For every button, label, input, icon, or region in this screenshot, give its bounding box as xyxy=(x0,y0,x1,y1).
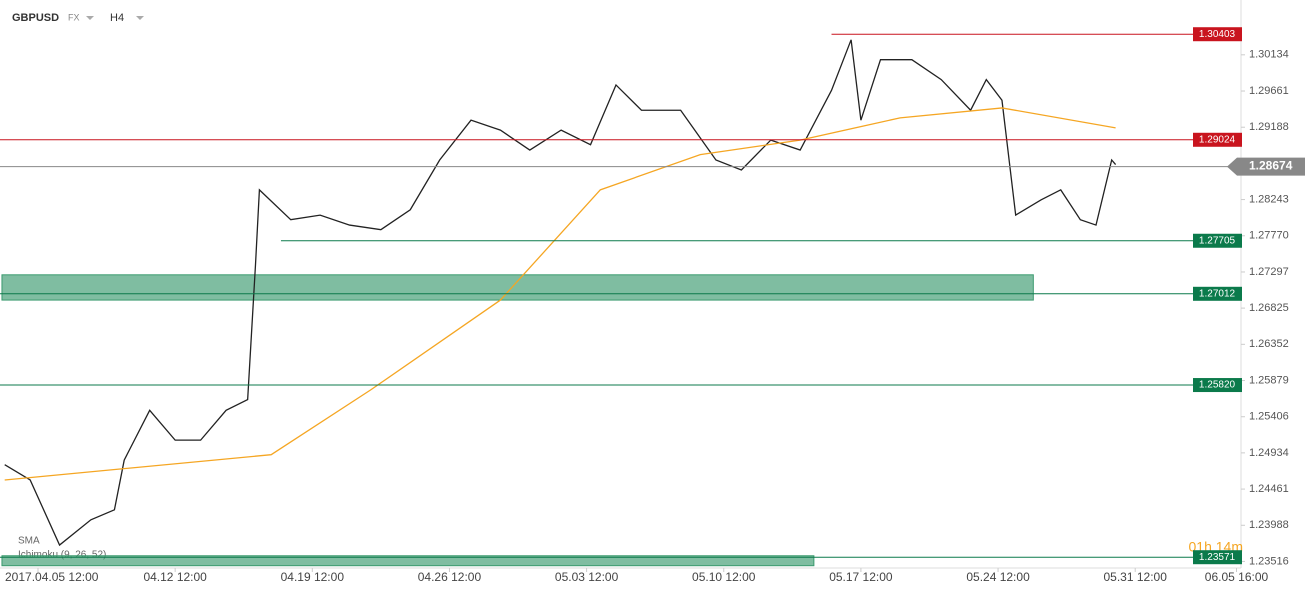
y-tick-label: 1.24934 xyxy=(1249,447,1289,459)
y-tick-label: 1.23988 xyxy=(1249,519,1289,531)
x-tick-label: 05.10 12:00 xyxy=(692,570,756,584)
level-label: 1.23571 xyxy=(1199,552,1236,563)
market[interactable]: FX xyxy=(68,12,80,22)
y-tick-label: 1.25879 xyxy=(1249,374,1289,386)
y-tick-label: 1.29661 xyxy=(1249,85,1289,97)
y-tick-label: 1.27770 xyxy=(1249,230,1289,242)
zone xyxy=(1,274,1034,301)
y-tick-label: 1.27297 xyxy=(1249,266,1289,278)
x-tick-label: 06.05 16:00 xyxy=(1205,570,1269,584)
zone xyxy=(1,555,815,567)
y-tick-label: 1.30134 xyxy=(1249,49,1289,61)
current-price-tag xyxy=(1227,157,1305,176)
level-label: 1.25820 xyxy=(1199,380,1236,391)
level-label: 1.29024 xyxy=(1199,134,1236,145)
timeframe[interactable]: H4 xyxy=(110,12,124,24)
level-label: 1.27705 xyxy=(1199,235,1236,246)
level-tag xyxy=(1193,233,1242,248)
y-tick-label: 1.25406 xyxy=(1249,411,1289,423)
x-tick-label: 04.12 12:00 xyxy=(143,570,207,584)
symbol[interactable]: GBPUSD xyxy=(12,12,59,24)
y-tick-label: 1.28243 xyxy=(1249,193,1289,205)
current-price-label: 1.28674 xyxy=(1249,159,1293,173)
level-label: 1.30403 xyxy=(1199,29,1236,40)
level-tag xyxy=(1193,378,1242,393)
indicator-label[interactable]: Ichimoku (9, 26, 52) xyxy=(18,550,106,561)
y-tick-label: 1.26352 xyxy=(1249,338,1289,350)
x-tick-label: 05.24 12:00 xyxy=(966,570,1030,584)
y-tick-label: 1.26825 xyxy=(1249,302,1289,314)
level-tag xyxy=(1193,550,1242,565)
x-tick-label: 05.31 12:00 xyxy=(1103,570,1167,584)
price-line xyxy=(4,39,1117,547)
level-tag xyxy=(1193,27,1242,42)
x-tick-label: 05.17 12:00 xyxy=(829,570,893,584)
y-tick-label: 1.29188 xyxy=(1249,121,1289,133)
y-tick-label: 1.23516 xyxy=(1249,555,1289,567)
y-tick-label: 1.24461 xyxy=(1249,483,1289,495)
level-tag xyxy=(1193,132,1242,147)
x-tick-label: 05.03 12:00 xyxy=(555,570,619,584)
dropdown-icon[interactable] xyxy=(136,16,144,20)
x-tick-label: 04.19 12:00 xyxy=(281,570,345,584)
x-tick-label: 2017.04.05 12:00 xyxy=(5,570,99,584)
level-tag xyxy=(1193,286,1242,301)
x-tick-label: 04.26 12:00 xyxy=(418,570,482,584)
indicator-label[interactable]: SMA xyxy=(18,536,40,547)
dropdown-icon[interactable] xyxy=(86,16,94,20)
level-label: 1.27012 xyxy=(1199,288,1236,299)
price-line xyxy=(4,107,1116,481)
